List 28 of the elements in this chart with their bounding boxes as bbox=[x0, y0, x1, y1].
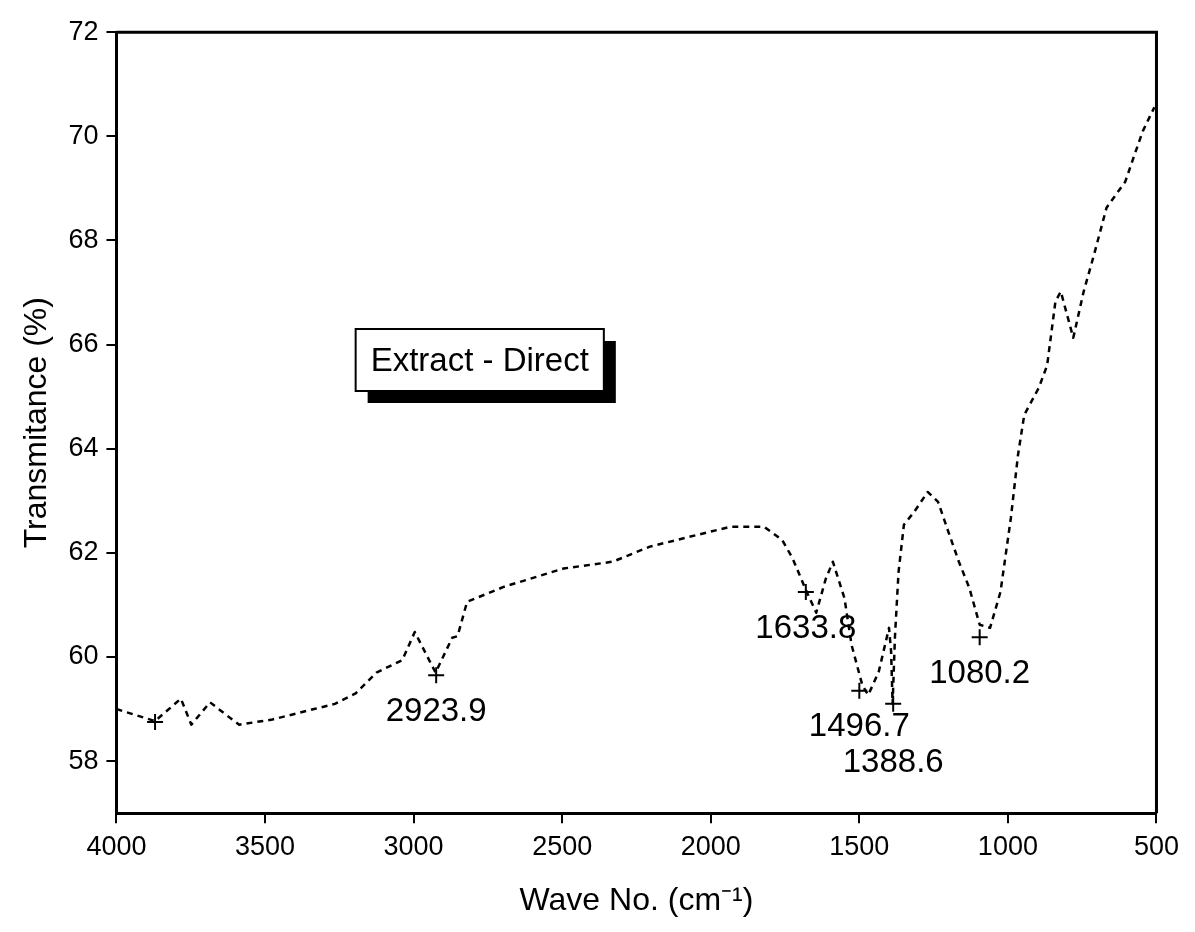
x-tick-label: 500 bbox=[1133, 830, 1180, 861]
x-axis-title: Wave No. (cm⁻¹) bbox=[519, 880, 754, 917]
y-tick-label: 62 bbox=[68, 536, 99, 567]
point bbox=[970, 628, 989, 647]
y-tick-label: 72 bbox=[68, 15, 99, 46]
y-tick-label: 60 bbox=[68, 640, 99, 671]
x-tick-label: 1000 bbox=[977, 830, 1038, 861]
annotation: 1388.6 bbox=[842, 742, 944, 780]
x-tick-label: 1500 bbox=[829, 830, 890, 861]
annotation: 1080.2 bbox=[929, 652, 1031, 690]
y-tick-label: 70 bbox=[68, 119, 99, 150]
x-tick-label: 3500 bbox=[234, 830, 296, 861]
point bbox=[146, 713, 165, 732]
y-axis-title: Transmitance (%) bbox=[17, 297, 54, 549]
x-tick-label: 2500 bbox=[532, 830, 593, 861]
x-tick-label: 4000 bbox=[86, 830, 147, 861]
point bbox=[796, 582, 815, 601]
y-tick-label: 68 bbox=[68, 223, 99, 254]
x-tick-label: 2000 bbox=[680, 830, 741, 861]
y-tick-label: 66 bbox=[68, 328, 99, 359]
annotation: 1496.7 bbox=[808, 706, 910, 744]
point bbox=[427, 666, 446, 685]
annotation: 2923.9 bbox=[385, 690, 487, 728]
annotation: Extract - Direct bbox=[370, 340, 589, 378]
annotation: 1633.8 bbox=[755, 607, 857, 645]
y-tick-label: 64 bbox=[68, 432, 99, 463]
x-tick-label: 3000 bbox=[383, 830, 444, 861]
y-tick-label: 58 bbox=[68, 744, 99, 775]
